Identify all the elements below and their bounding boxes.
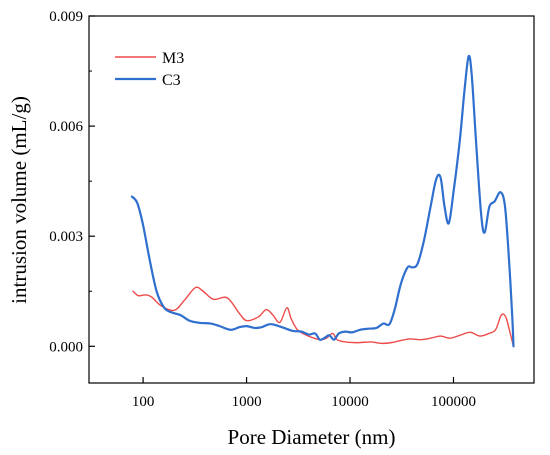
series-line-c3 (130, 54, 515, 348)
legend-label-m3: M3 (162, 50, 184, 67)
y-tick-label: 0.000 (49, 339, 83, 355)
series-layer (130, 54, 515, 348)
y-axis: 0.000 0.003 0.006 0.009 (49, 9, 95, 355)
y-tick-label: 0.003 (49, 229, 83, 245)
y-axis-label: intrusion volume (mL/g) (7, 96, 31, 304)
x-tick-label: 100000 (431, 394, 476, 410)
plot-frame (88, 15, 535, 384)
x-axis-label: Pore Diameter (nm) (228, 425, 396, 449)
x-tick-label: 1000 (232, 394, 262, 410)
x-tick-label: 100 (132, 394, 155, 410)
legend-label-c3: C3 (162, 72, 181, 89)
y-tick-label: 0.009 (49, 9, 83, 25)
y-tick-label: 0.006 (49, 119, 83, 135)
x-axis: 100 1000 10000 100000 (132, 377, 476, 410)
x-tick-label: 10000 (331, 394, 369, 410)
